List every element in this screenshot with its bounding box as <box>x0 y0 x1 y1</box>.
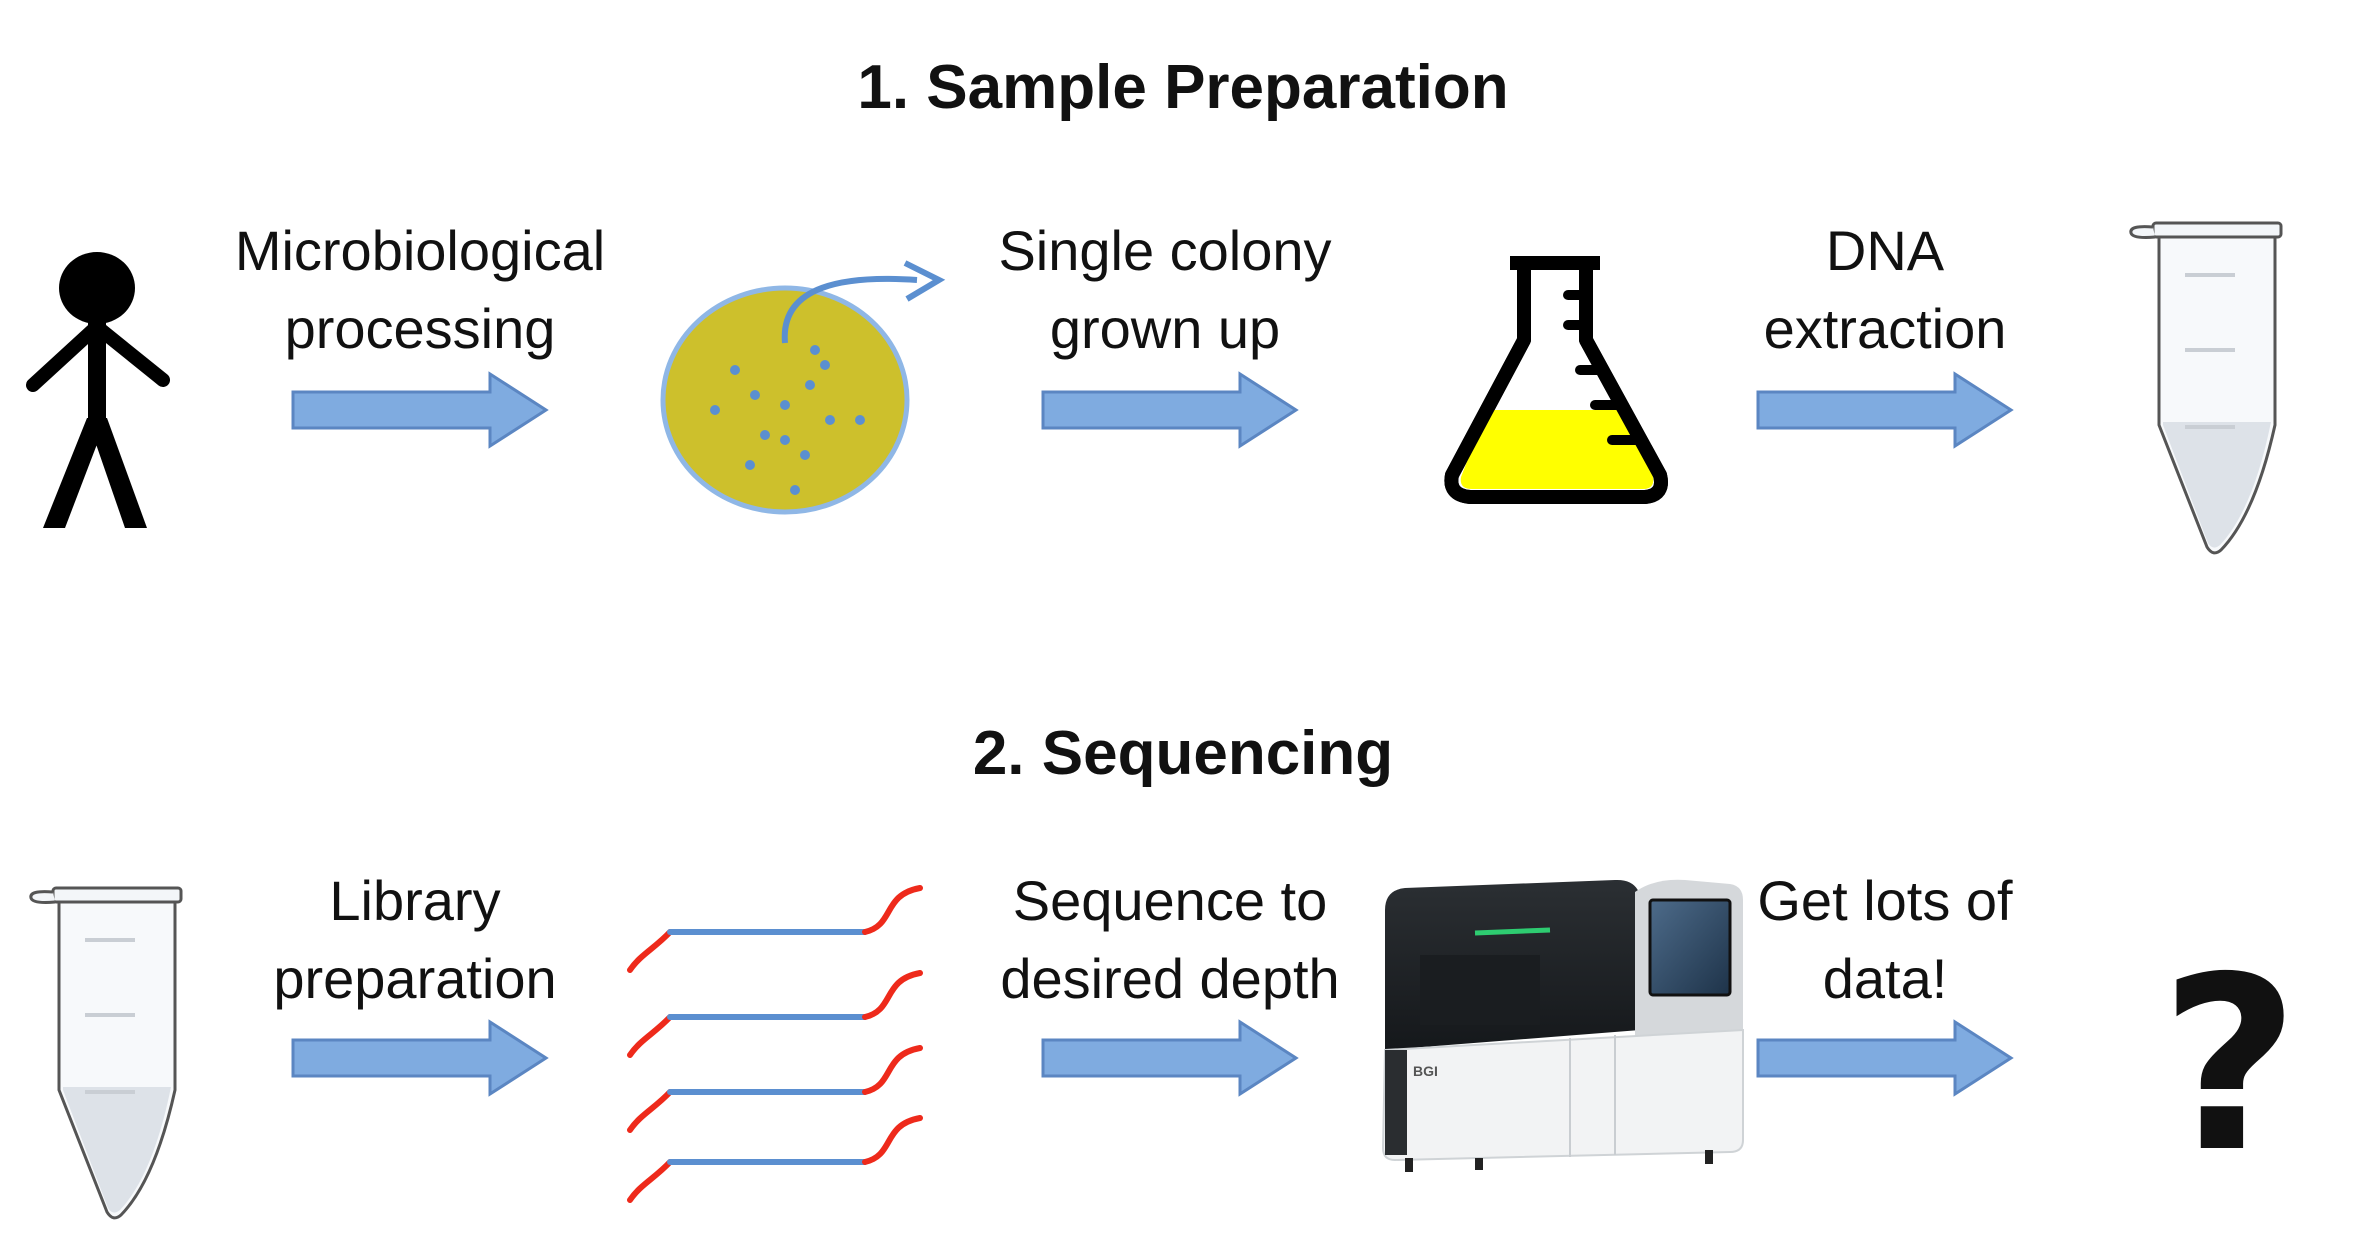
step-label-dna-extraction: DNA extraction <box>1763 219 2007 360</box>
dna-fragments-icon <box>627 885 923 1203</box>
step-label-microbiological-processing: Microbiological processing <box>234 219 606 360</box>
arrow-icon <box>1756 371 2014 449</box>
arrow-icon <box>1756 1019 2014 1097</box>
section-title-sequencing: 2. Sequencing <box>972 719 1394 788</box>
question-mark: ? <box>2160 925 2300 1205</box>
arrow-icon <box>1041 371 1299 449</box>
step-label-sequence-depth: Sequence to desired depth <box>1000 869 1340 1010</box>
arrow-icon <box>1041 1019 1299 1097</box>
tube-icon <box>2129 221 2283 555</box>
arrow-icon <box>291 1019 549 1097</box>
petri-dish-icon <box>660 260 946 515</box>
flask-icon <box>1444 256 1668 504</box>
step-label-single-colony: Single colony grown up <box>998 219 1332 360</box>
section-title-sample-preparation: 1. Sample Preparation <box>857 53 1509 122</box>
step-label-library-preparation: Library preparation <box>273 869 557 1010</box>
arrow-icon <box>291 371 549 449</box>
sequencer-brand: BGI <box>1413 1063 1438 1079</box>
sequencer-icon: BGI <box>1381 879 1744 1172</box>
person-icon <box>26 252 170 528</box>
tube-icon <box>29 886 183 1220</box>
step-label-get-data: Get lots of data! <box>1757 869 2013 1010</box>
